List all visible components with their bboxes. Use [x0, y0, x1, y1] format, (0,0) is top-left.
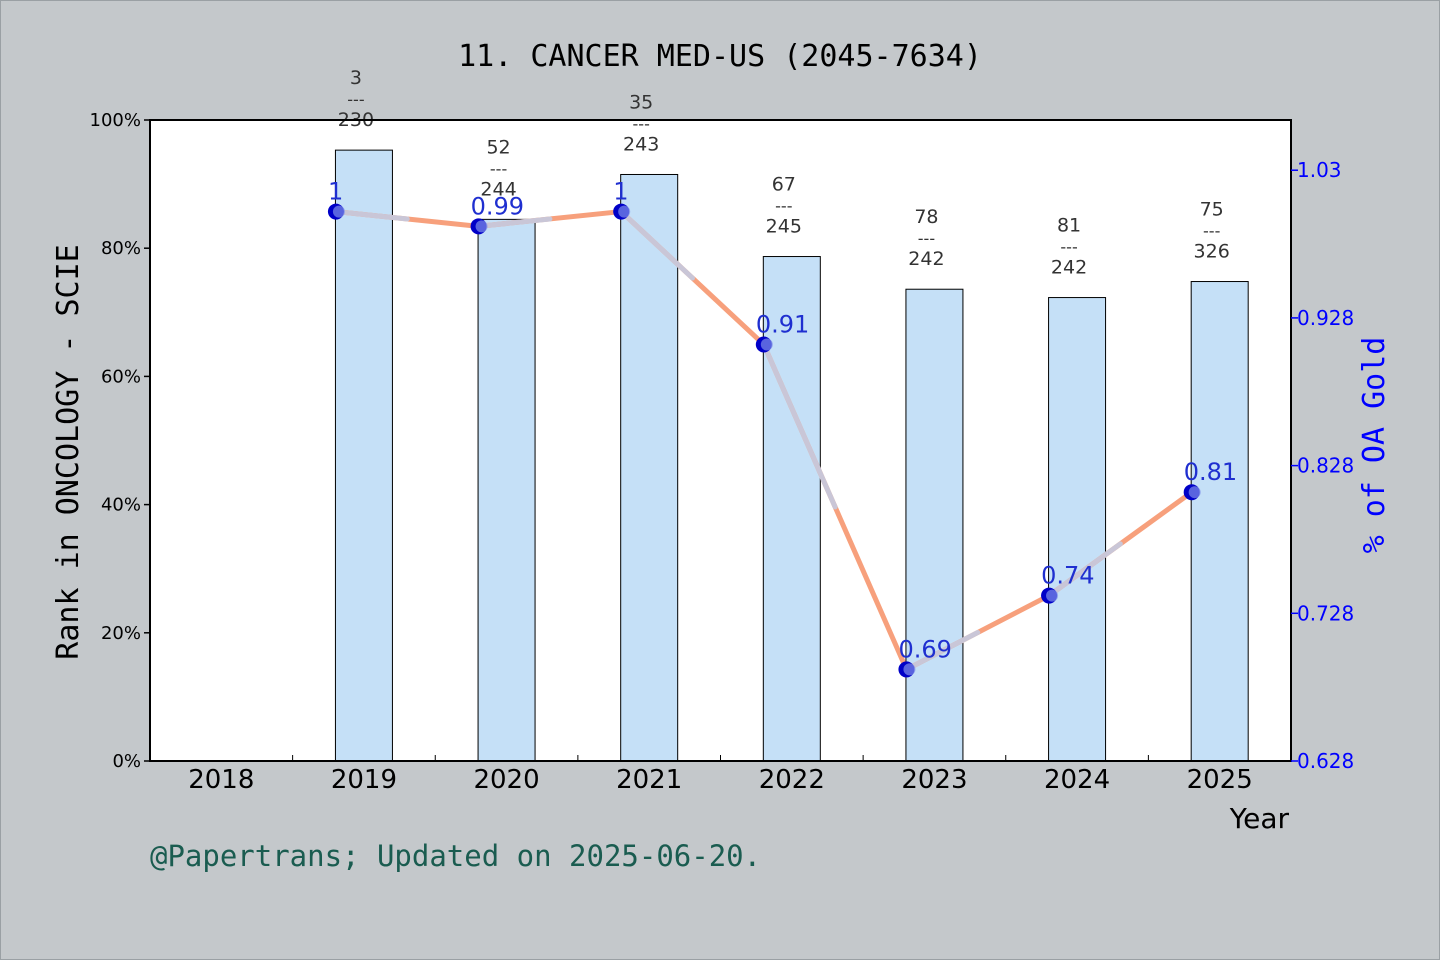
left-tick-label: 80% [101, 238, 141, 259]
line-segment-highlight [618, 209, 695, 281]
plot-area [150, 120, 1291, 761]
bar-label-total: 242 [1051, 257, 1087, 279]
chart-title: 11. CANCER MED-US (2045-7634) [458, 39, 982, 74]
bar-label-total: 243 [623, 133, 659, 155]
line-segment-highlight [333, 209, 410, 222]
bar-label-rank: 67 [772, 174, 796, 196]
right-tick-label: 0.928 [1297, 306, 1354, 330]
left-tick-label: 40% [101, 495, 141, 516]
bar-label-separator: --- [1203, 222, 1220, 241]
bar-label-rank: 78 [914, 206, 938, 228]
bar-label-rank: 35 [629, 91, 653, 113]
line-series [327, 203, 1201, 678]
line-point-highlight [760, 338, 773, 351]
x-tick-label-2022: 2022 [759, 765, 825, 795]
line-point-label: 1 [328, 178, 343, 206]
left-tick-label: 100% [90, 110, 141, 131]
bar-label-rank: 75 [1200, 199, 1224, 221]
bar-2024 [1048, 297, 1107, 762]
x-tick-label-2018: 2018 [188, 765, 254, 795]
bar-2025 [1190, 281, 1249, 762]
bar-label-separator: --- [633, 114, 650, 133]
x-tick-label-2019: 2019 [331, 765, 397, 795]
line-point-highlight [475, 220, 488, 233]
line-point-label: 0.91 [756, 310, 809, 338]
bar-2022 [762, 256, 821, 762]
right-tick-label: 1.03 [1297, 158, 1342, 182]
right-tick-label: 0.728 [1297, 601, 1354, 625]
line-segment-highlight [1046, 541, 1123, 599]
line-point-highlight [1046, 589, 1059, 602]
left-tick-label: 60% [101, 366, 141, 387]
line-point-highlight [332, 205, 345, 218]
right-axis: 0.628 0.728 0.828 0.928 1.03 [1291, 158, 1354, 773]
line-point-highlight [1188, 486, 1201, 499]
bar-label-separator: --- [918, 229, 935, 248]
line-point-label: 1 [613, 178, 628, 206]
point-labels-layer: 1 0.99 1 0.91 0.69 0.74 0.81 [328, 178, 1237, 664]
x-tick-label-2021: 2021 [616, 765, 682, 795]
line-point-highlight [903, 663, 916, 676]
bar-label-separator: --- [347, 90, 364, 109]
bar-label-separator: --- [1060, 238, 1077, 257]
x-axis: 2018 2019 2020 2021 2022 2023 2024 2025 [149, 755, 1253, 795]
left-axis-label: Rank in ONCOLOGY - SCIE [51, 244, 86, 659]
right-tick-label: 0.628 [1297, 749, 1354, 773]
bar-label-total: 326 [1194, 241, 1230, 263]
left-tick-label: 0% [112, 751, 141, 772]
x-tick-label-2024: 2024 [1044, 765, 1110, 795]
bar-label-rank: 52 [486, 136, 510, 158]
line-point-label: 0.69 [898, 635, 951, 663]
line-segment-highlight [761, 341, 838, 510]
left-axis: 0% 20% 40% 60% 80% 100% [90, 110, 150, 772]
bar-2020 [477, 218, 536, 762]
line-point-label: 0.81 [1184, 458, 1237, 486]
line-point-label: 0.74 [1041, 562, 1094, 590]
bar-2019 [334, 149, 393, 762]
bar-label-total: 242 [908, 248, 944, 270]
footer-credit: @Papertrans; Updated on 2025-06-20. [150, 839, 761, 873]
right-axis-label: % of OA Gold [1357, 337, 1392, 554]
bar-label-separator: --- [490, 159, 507, 178]
right-tick-label: 0.828 [1297, 454, 1354, 478]
bar-label-separator: --- [775, 197, 792, 216]
x-tick-label-2020: 2020 [473, 765, 539, 795]
bar-label-total: 244 [480, 178, 516, 200]
bar-label-rank: 3 [350, 67, 362, 89]
bar-label-total: 245 [766, 216, 802, 238]
x-axis-label: Year [1229, 802, 1290, 835]
bar-label-rank: 81 [1057, 215, 1081, 237]
line-segment-highlight [476, 216, 553, 229]
bar-2021 [620, 173, 679, 762]
x-tick-label-2023: 2023 [901, 765, 967, 795]
left-tick-label: 20% [101, 623, 141, 644]
line-point-label: 0.99 [471, 192, 524, 220]
line-segment-highlight [903, 630, 981, 672]
line-point-highlight [618, 205, 631, 218]
x-tick-label-2025: 2025 [1187, 765, 1253, 795]
bar-2023 [905, 288, 964, 762]
